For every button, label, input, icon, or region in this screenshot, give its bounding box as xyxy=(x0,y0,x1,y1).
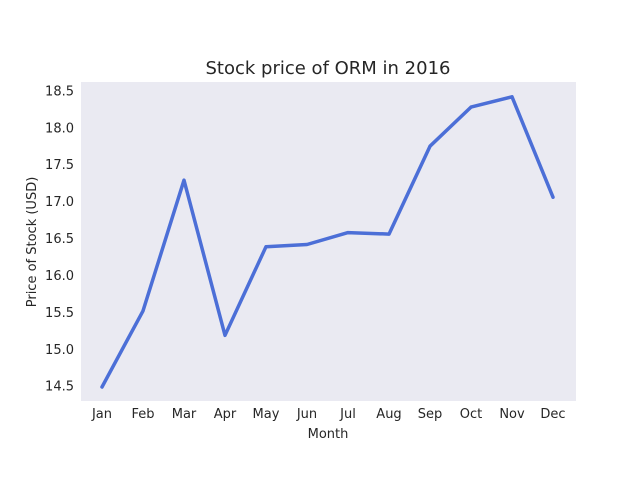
data-point xyxy=(469,105,473,109)
series-layer xyxy=(100,95,555,389)
x-tick-label: Feb xyxy=(131,407,154,422)
data-point xyxy=(100,385,104,389)
x-tick-label: Aug xyxy=(376,407,401,422)
data-point xyxy=(510,95,514,99)
x-axis-ticks: Jan Feb Mar Apr May Jun Jul Aug Sep Oct Nov Dec xyxy=(91,407,566,422)
x-tick-label: Nov xyxy=(499,407,525,422)
x-tick-label: Apr xyxy=(214,407,237,422)
y-tick-label: 18.5 xyxy=(45,84,74,99)
y-tick-label: 15.0 xyxy=(45,343,74,358)
y-axis-label: Price of Stock (USD) xyxy=(25,177,40,308)
data-point xyxy=(551,195,555,199)
y-tick-label: 17.0 xyxy=(45,195,74,210)
x-axis-label: Month xyxy=(308,427,349,442)
data-point xyxy=(141,309,145,313)
y-tick-label: 16.0 xyxy=(45,269,74,284)
x-tick-label: Mar xyxy=(172,407,197,422)
x-tick-label: Dec xyxy=(540,407,565,422)
data-point xyxy=(305,242,309,246)
y-tick-label: 14.5 xyxy=(45,380,74,395)
x-tick-label: Jun xyxy=(296,407,317,422)
y-tick-label: 16.5 xyxy=(45,232,74,247)
data-point xyxy=(223,333,227,337)
y-tick-label: 17.5 xyxy=(45,158,74,173)
x-tick-label: Jul xyxy=(339,407,356,422)
plot-area xyxy=(81,82,576,401)
data-point xyxy=(182,178,186,182)
data-point xyxy=(428,144,432,148)
data-point xyxy=(387,232,391,236)
y-axis-ticks: 14.5 15.0 15.5 16.0 16.5 17.0 17.5 18.0 18.5 xyxy=(45,84,74,394)
x-tick-label: Sep xyxy=(418,407,443,422)
series-line xyxy=(100,95,555,389)
y-tick-label: 15.5 xyxy=(45,306,74,321)
y-tick-label: 18.0 xyxy=(45,121,74,136)
data-point xyxy=(264,245,268,249)
x-tick-label: Jan xyxy=(91,407,112,422)
chart-title: Stock price of ORM in 2016 xyxy=(206,58,451,79)
data-point xyxy=(346,231,350,235)
x-tick-label: May xyxy=(253,407,280,422)
x-tick-label: Oct xyxy=(460,407,482,422)
